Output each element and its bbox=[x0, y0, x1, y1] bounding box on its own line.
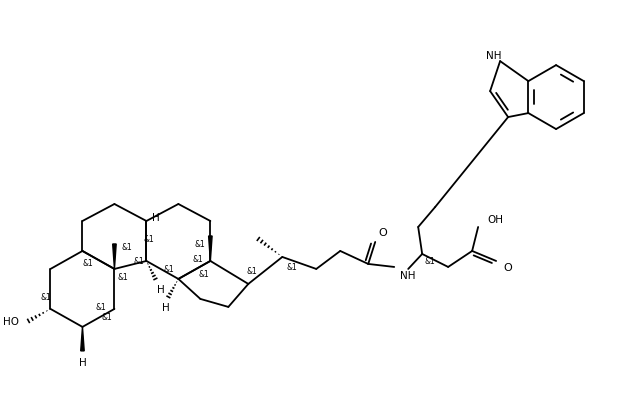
Text: HO: HO bbox=[3, 316, 19, 326]
Text: &1: &1 bbox=[425, 257, 435, 266]
Text: NH: NH bbox=[400, 270, 416, 280]
Text: &1: &1 bbox=[40, 293, 51, 302]
Text: &1: &1 bbox=[163, 265, 174, 274]
Text: H: H bbox=[152, 213, 159, 223]
Text: &1: &1 bbox=[133, 257, 144, 266]
Text: &1: &1 bbox=[82, 259, 93, 268]
Text: H: H bbox=[161, 302, 169, 312]
Text: &1: &1 bbox=[199, 270, 210, 279]
Text: &1: &1 bbox=[195, 240, 206, 249]
Text: O: O bbox=[503, 262, 512, 272]
Text: H: H bbox=[158, 284, 165, 294]
Text: &1: &1 bbox=[193, 255, 204, 264]
Text: &1: &1 bbox=[95, 303, 106, 312]
Text: &1: &1 bbox=[247, 267, 258, 276]
Polygon shape bbox=[113, 244, 116, 269]
Text: O: O bbox=[378, 227, 387, 237]
Text: &1: &1 bbox=[117, 273, 128, 282]
Text: &1: &1 bbox=[101, 313, 112, 322]
Polygon shape bbox=[208, 236, 212, 261]
Text: H: H bbox=[78, 357, 86, 367]
Polygon shape bbox=[81, 327, 84, 351]
Text: &1: &1 bbox=[143, 235, 154, 244]
Text: &1: &1 bbox=[287, 263, 298, 272]
Text: &1: &1 bbox=[121, 243, 132, 252]
Text: NH: NH bbox=[486, 51, 502, 61]
Text: OH: OH bbox=[487, 215, 503, 225]
